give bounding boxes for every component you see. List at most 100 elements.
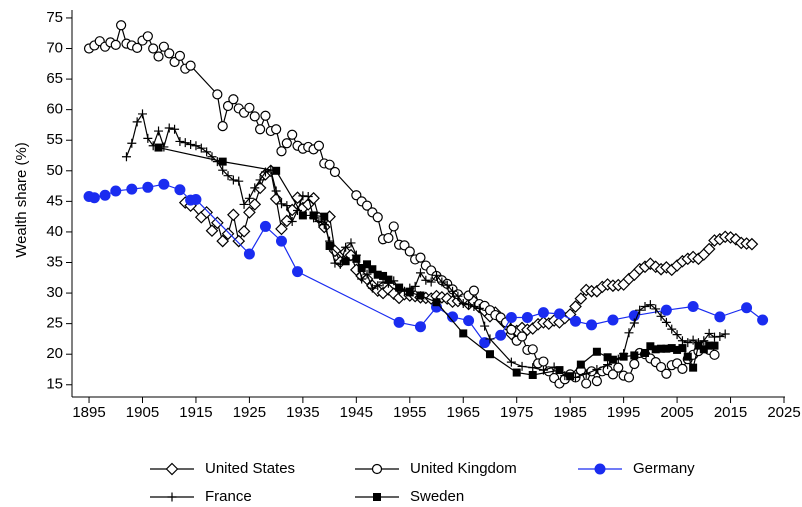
marker — [677, 363, 688, 374]
marker — [200, 206, 213, 219]
marker — [341, 242, 351, 252]
marker — [592, 364, 602, 374]
marker — [699, 345, 708, 354]
marker — [282, 201, 292, 211]
marker — [384, 275, 393, 284]
marker — [271, 186, 281, 196]
marker — [244, 102, 255, 113]
marker — [437, 277, 447, 287]
marker — [613, 362, 624, 373]
marker — [165, 462, 179, 476]
marker — [474, 303, 484, 313]
marker — [248, 198, 262, 211]
marker — [373, 270, 382, 279]
marker — [228, 94, 239, 105]
marker — [309, 211, 318, 220]
y-tick-label: 20 — [46, 345, 63, 362]
marker — [591, 376, 602, 387]
marker — [506, 357, 516, 367]
marker — [174, 184, 186, 196]
marker — [222, 100, 234, 112]
marker — [660, 304, 672, 316]
marker — [458, 298, 468, 308]
marker — [640, 302, 650, 312]
marker — [570, 315, 582, 327]
marker — [239, 199, 249, 209]
marker — [303, 191, 313, 201]
marker — [379, 271, 388, 280]
marker — [538, 356, 549, 367]
marker — [223, 171, 233, 181]
marker — [704, 328, 714, 338]
marker — [324, 159, 335, 170]
marker — [495, 329, 507, 341]
marker — [677, 336, 687, 346]
marker — [164, 123, 174, 133]
marker — [687, 301, 699, 313]
marker — [196, 143, 206, 153]
marker — [537, 307, 549, 319]
x-tick-label: 1935 — [286, 404, 319, 421]
marker — [99, 189, 111, 201]
marker — [272, 166, 281, 175]
marker — [714, 311, 726, 323]
marker — [255, 175, 265, 185]
y-tick-label: 60 — [46, 101, 63, 118]
marker — [667, 344, 676, 353]
marker — [352, 254, 361, 263]
y-axis-label: Wealth share (%) — [13, 142, 30, 258]
marker — [221, 227, 235, 241]
x-tick-label: 2015 — [714, 404, 747, 421]
marker — [212, 89, 223, 100]
marker — [480, 321, 490, 331]
marker — [393, 316, 405, 328]
marker — [373, 281, 383, 291]
marker — [361, 200, 373, 211]
marker — [313, 140, 325, 151]
marker — [448, 286, 458, 296]
marker — [694, 341, 703, 350]
marker — [287, 217, 297, 227]
marker — [88, 192, 100, 204]
legend-label: Sweden — [410, 488, 464, 505]
x-tick-label: 1955 — [393, 404, 426, 421]
marker — [426, 277, 436, 287]
y-tick-label: 50 — [46, 162, 63, 179]
marker — [603, 360, 613, 370]
marker — [175, 136, 185, 146]
legend-label: France — [205, 488, 252, 505]
marker — [689, 363, 698, 372]
marker — [757, 314, 769, 326]
marker — [357, 274, 367, 284]
marker — [404, 246, 415, 257]
x-tick-label: 1975 — [500, 404, 533, 421]
marker — [367, 283, 377, 293]
marker — [485, 350, 494, 359]
marker — [505, 312, 517, 324]
marker — [683, 338, 693, 348]
marker — [116, 20, 127, 31]
legend-label: United Kingdom — [410, 460, 517, 477]
marker — [276, 199, 286, 209]
marker — [371, 463, 383, 475]
marker — [623, 372, 635, 383]
y-tick-label: 30 — [46, 284, 63, 301]
marker — [506, 324, 517, 335]
marker — [581, 378, 592, 389]
marker — [275, 235, 287, 247]
marker — [191, 141, 201, 151]
y-tick-label: 70 — [46, 39, 63, 56]
marker — [646, 342, 655, 351]
marker — [672, 330, 682, 340]
marker — [137, 109, 147, 119]
marker — [415, 268, 425, 278]
marker — [651, 304, 661, 314]
marker — [608, 355, 617, 364]
marker — [629, 318, 639, 328]
marker — [260, 110, 271, 121]
marker — [662, 344, 671, 353]
marker — [292, 266, 304, 278]
marker — [362, 269, 372, 279]
marker — [710, 341, 719, 350]
